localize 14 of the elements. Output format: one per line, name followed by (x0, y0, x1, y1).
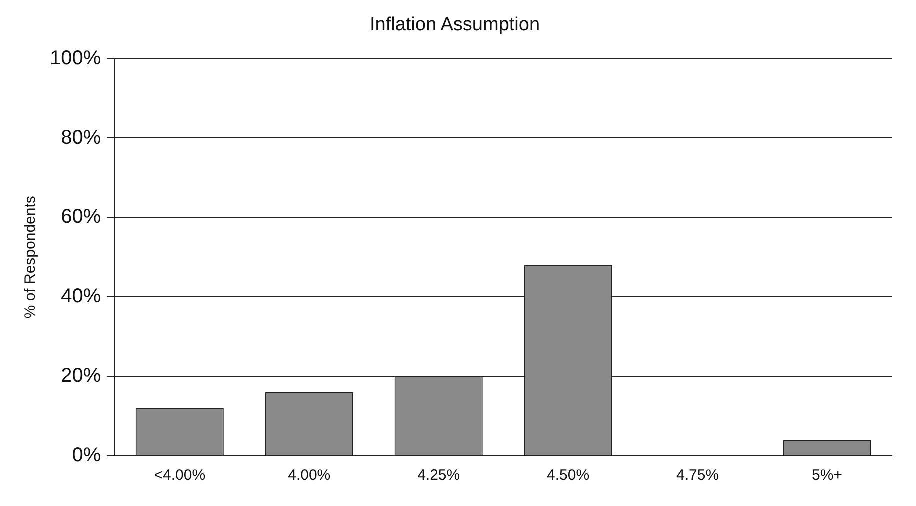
y-tick-label: 40% (61, 286, 102, 308)
x-tick-label: 4.50% (547, 467, 590, 484)
y-tick-label: 60% (61, 206, 102, 228)
y-axis-title: % of Respondents (22, 196, 40, 319)
y-tick-label: 0% (72, 444, 102, 467)
chart-title: Inflation Assumption (370, 14, 540, 36)
x-tick-label: <4.00% (154, 467, 206, 484)
y-tick-label: 20% (61, 365, 102, 388)
x-tick-label: 4.00% (288, 467, 331, 484)
y-tick-label: 100% (50, 47, 102, 70)
x-tick-label: 5%+ (812, 467, 843, 484)
x-tick-label: 4.25% (418, 467, 460, 484)
y-tick-label: 80% (61, 126, 102, 149)
x-tick-label: 4.75% (676, 467, 720, 484)
